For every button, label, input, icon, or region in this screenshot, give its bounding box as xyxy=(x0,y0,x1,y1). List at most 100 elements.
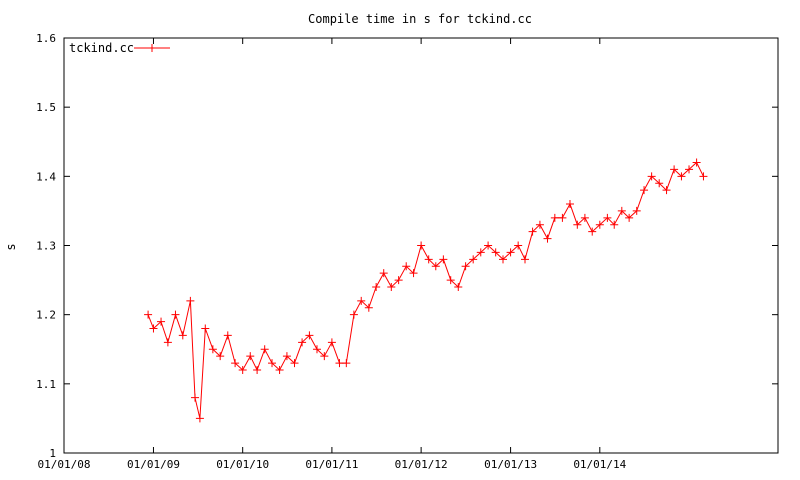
x-tick-label: 01/01/08 xyxy=(38,458,91,471)
y-tick-label: 1 xyxy=(49,447,56,460)
data-point xyxy=(342,359,351,368)
data-point xyxy=(454,283,463,291)
data-point xyxy=(387,283,396,291)
data-point xyxy=(246,352,255,361)
y-tick-label: 1.6 xyxy=(36,32,56,45)
data-point xyxy=(580,213,589,222)
data-point xyxy=(699,172,708,181)
data-point xyxy=(535,220,544,229)
data-point xyxy=(461,262,470,271)
data-point xyxy=(617,206,626,215)
data-point xyxy=(610,220,619,229)
data-point xyxy=(298,338,307,347)
data-point xyxy=(186,296,195,305)
data-point xyxy=(550,213,559,222)
y-tick-label: 1.3 xyxy=(36,240,56,253)
data-point xyxy=(528,227,537,236)
data-point xyxy=(253,366,262,374)
data-point xyxy=(647,172,656,181)
data-point xyxy=(424,255,433,264)
data-point xyxy=(670,165,679,174)
y-tick-label: 1.2 xyxy=(36,309,56,322)
data-point xyxy=(506,248,515,257)
data-point xyxy=(499,255,508,264)
data-point xyxy=(171,310,180,319)
data-point xyxy=(484,241,493,250)
x-tick-label: 01/01/10 xyxy=(216,458,269,471)
y-ticks: 1 1.1 1.2 1.3 1.4 1.5 1.6 xyxy=(36,32,778,460)
data-point xyxy=(558,213,567,222)
x-tick-label: 01/01/11 xyxy=(305,458,358,471)
data-point xyxy=(632,206,641,215)
data-point xyxy=(521,255,530,264)
x-tick-label: 01/01/13 xyxy=(484,458,537,471)
data-point xyxy=(327,338,336,347)
legend: tckind.cc xyxy=(69,41,170,55)
data-point xyxy=(394,276,403,285)
chart-title: Compile time in s for tckind.cc xyxy=(308,12,532,26)
data-point xyxy=(595,220,604,229)
series-line xyxy=(147,161,704,419)
x-ticks: 01/01/08 01/01/09 01/01/10 01/01/11 01/01/12… xyxy=(38,38,627,471)
data-point xyxy=(268,359,277,368)
data-point xyxy=(201,324,210,333)
data-point xyxy=(402,262,411,271)
data-point xyxy=(349,310,358,319)
data-point xyxy=(178,331,187,340)
data-point xyxy=(320,352,329,361)
data-point xyxy=(290,359,299,368)
data-point xyxy=(439,255,448,264)
data-point xyxy=(417,241,426,250)
data-point xyxy=(685,165,694,174)
data-point xyxy=(372,283,381,291)
data-point xyxy=(335,359,344,368)
data-point xyxy=(238,366,247,374)
data-point xyxy=(231,359,240,368)
y-tick-label: 1.5 xyxy=(36,101,56,114)
x-tick-label: 01/01/09 xyxy=(127,458,180,471)
data-point xyxy=(379,269,388,278)
data-point xyxy=(149,324,158,333)
data-point xyxy=(603,213,612,222)
data-point xyxy=(216,352,225,361)
legend-label: tckind.cc xyxy=(69,41,134,55)
data-point xyxy=(357,296,366,305)
y-tick-label: 1.1 xyxy=(36,378,56,391)
data-point xyxy=(305,331,314,340)
data-point xyxy=(208,345,217,354)
data-point xyxy=(692,158,701,167)
data-point xyxy=(662,186,671,195)
data-point xyxy=(312,345,321,354)
data-point xyxy=(573,220,582,229)
data-point xyxy=(163,338,172,347)
x-tick-label: 01/01/14 xyxy=(573,458,626,471)
data-point xyxy=(588,227,597,236)
legend-swatch-marker xyxy=(148,44,156,52)
data-point xyxy=(677,172,686,181)
data-point xyxy=(491,248,500,257)
data-point xyxy=(446,276,455,285)
data-point xyxy=(476,248,485,257)
y-tick-label: 1.4 xyxy=(36,170,56,183)
data-point xyxy=(195,414,204,423)
data-point xyxy=(469,255,478,264)
data-point xyxy=(655,179,664,188)
data-point xyxy=(364,303,373,312)
data-point xyxy=(640,186,649,195)
data-point xyxy=(565,200,574,208)
data-point xyxy=(223,331,232,340)
series-tckind xyxy=(144,158,708,423)
data-point xyxy=(275,366,284,374)
data-point xyxy=(431,262,440,271)
data-point xyxy=(157,317,166,326)
data-point xyxy=(625,213,634,222)
data-point xyxy=(144,310,153,319)
data-point xyxy=(409,269,418,278)
data-point xyxy=(260,345,269,354)
data-point xyxy=(543,234,552,243)
data-point xyxy=(282,352,291,361)
x-tick-label: 01/01/12 xyxy=(395,458,448,471)
data-point xyxy=(191,393,200,402)
data-point xyxy=(514,241,523,250)
